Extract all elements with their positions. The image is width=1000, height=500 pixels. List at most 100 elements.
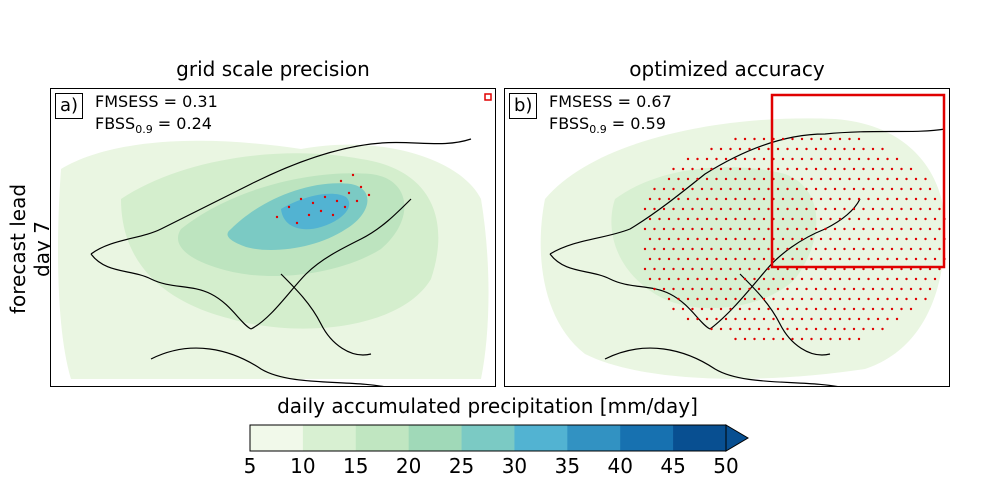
hatching-dot: [705, 217, 709, 221]
hatching-dot: [757, 327, 761, 331]
hatching-dot: [672, 187, 675, 191]
hatching-dot: [672, 307, 675, 311]
hatching-dot: [819, 317, 823, 321]
hatching-dot: [905, 297, 908, 301]
hatching-dot: [843, 287, 846, 291]
hatching-dot: [738, 187, 742, 191]
hatching-dot: [710, 167, 713, 171]
hatching-dot: [776, 167, 780, 171]
hatching-dot: [762, 297, 766, 301]
hatching-dot: [824, 147, 827, 151]
hatching-dot: [814, 247, 818, 251]
hatching-dot: [743, 257, 747, 261]
hatching-dot: [795, 247, 799, 251]
hatching-dot: [776, 287, 780, 291]
hatching-dot: [895, 297, 899, 301]
hatching-dot: [662, 227, 666, 231]
hatching-dot: [924, 297, 927, 301]
hatching-dot: [833, 327, 837, 331]
hatching-dot: [905, 257, 908, 261]
hatching-dot: [895, 157, 899, 161]
hatching-dot: [677, 217, 680, 221]
hatching-dot: [753, 237, 756, 241]
hatching-dot: [791, 317, 794, 321]
hatching-dot: [781, 317, 785, 321]
hatching-dot: [696, 317, 699, 321]
hatching-dot: [653, 247, 656, 251]
hatching-dot: [696, 237, 699, 241]
hatching-dot: [791, 277, 794, 281]
hatching-dot: [776, 267, 780, 271]
hatching-dot: [895, 317, 899, 321]
hatching-dot: [909, 207, 913, 211]
panel-b-fmsess: FMSESS = 0.67: [549, 92, 672, 111]
hatching-dot: [867, 197, 870, 201]
hatching-dot: [919, 207, 922, 211]
hatching-dots: [275, 173, 371, 225]
hatching-dot: [824, 307, 827, 311]
hatching-dot: [734, 217, 737, 221]
hatching-dot: [924, 237, 927, 241]
hatching-dot: [867, 157, 870, 161]
hatching-dot: [833, 207, 837, 211]
hatching-dot: [738, 327, 742, 331]
hatching-dot: [795, 207, 799, 211]
hatching-dot: [914, 177, 918, 181]
hatching-dot: [833, 167, 837, 171]
hatching-dot: [819, 137, 823, 141]
colorbar-tick-label: 25: [448, 454, 475, 478]
hatching-dot: [905, 197, 908, 201]
hatching-dot: [719, 167, 723, 171]
hatching-dot: [843, 307, 846, 311]
hatching-dot: [724, 237, 728, 241]
hatching-dot: [848, 297, 851, 301]
hatching-dot: [772, 337, 775, 341]
hatching-dot: [829, 197, 832, 201]
hatching-dot: [857, 277, 861, 281]
hatching-dot: [705, 297, 709, 301]
hatching-dot: [871, 307, 875, 311]
colorbar: [249, 424, 749, 452]
hatching-dot: [643, 207, 647, 211]
hatching-dot: [738, 207, 742, 211]
hatching-dot: [881, 307, 884, 311]
hatching-dot: [781, 157, 785, 161]
hatching-dot: [800, 337, 804, 341]
hatching-dot: [814, 287, 818, 291]
hatching-dot: [838, 277, 842, 281]
hatching-dot: [677, 177, 680, 181]
hatching-dot: [848, 157, 851, 161]
hatching-dot: [909, 167, 913, 171]
hatching-dot: [700, 227, 704, 231]
hatching-dot: [715, 277, 718, 281]
hatching-dot: [743, 157, 747, 161]
hatching-dot: [871, 187, 875, 191]
hatching-dot: [776, 187, 780, 191]
hatching-dot: [795, 227, 799, 231]
hatching-dot: [928, 207, 932, 211]
hatching-dot: [862, 167, 865, 171]
hatching-dot: [805, 327, 808, 331]
hatching-dot: [762, 277, 766, 281]
colorbar-tick-label: 50: [713, 454, 739, 478]
hatching-dot: [819, 177, 823, 181]
hatching-dot: [800, 137, 804, 141]
hatching-dot: [795, 147, 799, 151]
hatching-dot: [667, 257, 671, 261]
hatching-dot: [748, 227, 751, 231]
hatching-dot: [838, 137, 842, 141]
hatching-dot: [648, 257, 652, 261]
hatching-dot: [829, 317, 832, 321]
hatching-dot: [862, 327, 865, 331]
hatching-dot: [876, 297, 880, 301]
hatching-dot: [662, 267, 666, 271]
hatching-dot: [757, 207, 761, 211]
hatching-dot: [691, 307, 694, 311]
hatching-dot: [767, 267, 770, 271]
hatching-dot: [871, 287, 875, 291]
hatching-dot: [748, 247, 751, 251]
hatching-dot: [667, 277, 671, 281]
hatching-dot: [734, 277, 737, 281]
hatching-dot: [767, 167, 770, 171]
hatching-dot: [810, 297, 813, 301]
